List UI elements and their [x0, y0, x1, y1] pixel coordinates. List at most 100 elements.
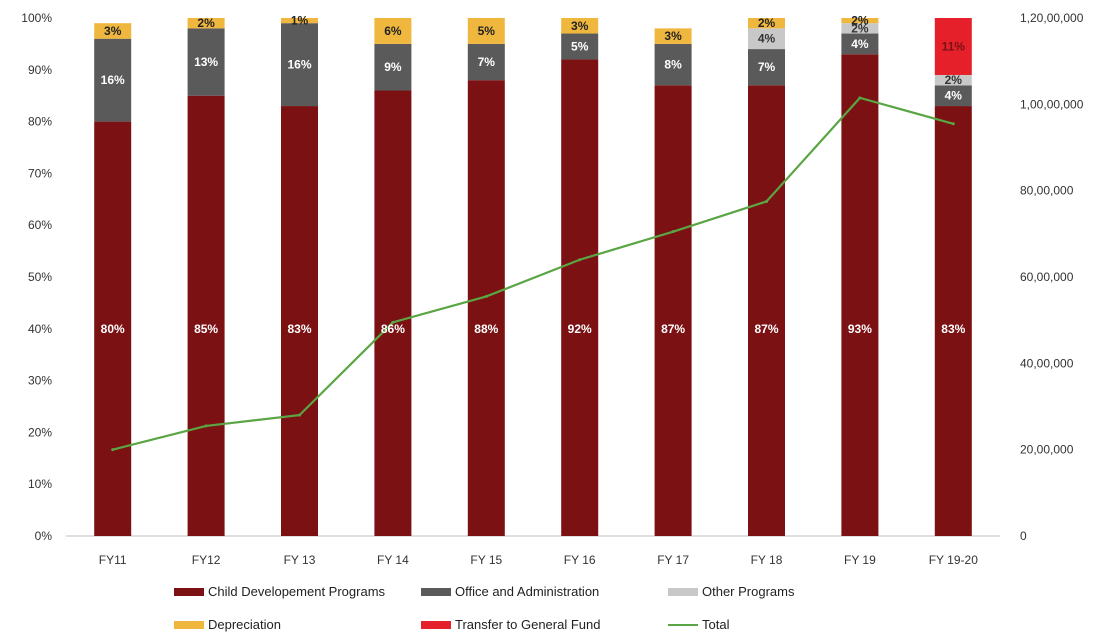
y-left-tick-label: 40%	[28, 322, 52, 336]
data-label: 3%	[664, 29, 682, 43]
y-left-tick-label: 10%	[28, 477, 52, 491]
data-label: 1%	[291, 14, 309, 28]
bar-segment	[748, 18, 785, 29]
total-line-point	[111, 448, 115, 452]
y-right-tick-label: 1,20,00,000	[1020, 11, 1084, 25]
y-right-tick-label: 60,00,000	[1020, 270, 1074, 284]
data-label: 86%	[381, 322, 405, 336]
total-line-point	[298, 413, 301, 417]
total-line-point	[391, 320, 395, 324]
data-label: 7%	[758, 60, 776, 74]
total-line-point	[204, 424, 208, 428]
y-left-tick-label: 60%	[28, 218, 52, 232]
bar-segment	[841, 23, 879, 34]
bar-segment	[94, 23, 132, 39]
bar-segment	[467, 43, 505, 81]
data-label: 13%	[194, 55, 218, 69]
data-label: 7%	[478, 55, 496, 69]
data-label: 2%	[197, 16, 215, 30]
bar-segment	[187, 28, 225, 96]
y-left-tick-label: 80%	[28, 115, 52, 129]
bar-segment	[561, 33, 599, 60]
y-right-tick-label: 1,00,00,000	[1020, 97, 1084, 111]
x-tick-label: FY 14	[377, 553, 409, 567]
data-label: 11%	[942, 39, 966, 53]
data-label: 87%	[661, 322, 685, 336]
bar-segment	[187, 18, 225, 29]
data-label: 4%	[758, 32, 776, 46]
data-label: 4%	[851, 37, 869, 51]
data-label: 93%	[848, 322, 872, 336]
data-label: 3%	[104, 24, 122, 38]
total-line-point	[578, 258, 582, 262]
data-label: 4%	[945, 89, 963, 103]
bar-segment	[374, 18, 412, 44]
bar-segment	[654, 28, 692, 44]
bar-segment	[94, 121, 132, 536]
data-label: 2%	[945, 73, 963, 87]
x-tick-label: FY 16	[564, 553, 596, 567]
bar-segment	[374, 43, 412, 91]
bar-segment	[561, 59, 599, 536]
x-tick-label: FY 15	[470, 553, 502, 567]
y-left-tick-label: 20%	[28, 425, 52, 439]
bar-segment	[934, 106, 972, 536]
data-label: 2%	[851, 14, 869, 28]
bar-segment	[841, 33, 879, 55]
data-label: 83%	[287, 322, 311, 336]
y-left-tick-label: 100%	[21, 11, 52, 25]
data-label: 2%	[758, 16, 776, 30]
y-left-tick-label: 0%	[35, 529, 53, 543]
data-label: 88%	[474, 322, 498, 336]
total-line-layer	[111, 96, 955, 452]
x-tick-label: FY12	[192, 553, 221, 567]
bar-segment	[934, 18, 972, 75]
bar-segment	[934, 74, 972, 86]
data-label: 92%	[568, 322, 592, 336]
bar-segment	[654, 43, 692, 86]
data-label: 85%	[194, 322, 218, 336]
bar-segment	[374, 90, 412, 537]
axes-layer: 0% 10% 20% 30% 40% 50% 60% 70% 80% 90% 100% 0 20,00,…	[21, 11, 1083, 567]
y-left-tick-label: 90%	[28, 63, 52, 77]
labels-layer: 80% 16% 3% 85% 13% 2% 83% 16% 1% 86% 9% 6% 88% 7% 5% 92…	[101, 14, 966, 336]
x-tick-label: FY 17	[657, 553, 689, 567]
bar-segment	[281, 106, 318, 536]
x-tick-label: FY11	[99, 553, 127, 567]
total-line-point	[951, 122, 955, 126]
y-left-tick-label: 30%	[28, 374, 52, 388]
data-label: 5%	[571, 39, 589, 53]
x-tick-label: FY 13	[284, 553, 316, 567]
bar-segment	[748, 28, 785, 50]
bar-segment	[841, 18, 879, 24]
data-label: 2%	[851, 21, 869, 35]
data-label: 8%	[664, 58, 682, 72]
x-tick-label: FY 19	[844, 553, 876, 567]
total-line-point	[484, 294, 488, 298]
data-label: 3%	[571, 19, 589, 33]
bar-segment	[654, 85, 692, 536]
data-label: 87%	[754, 322, 778, 336]
y-left-tick-label: 50%	[28, 270, 52, 284]
bar-segment	[187, 95, 225, 536]
y-right-tick-label: 0	[1020, 529, 1027, 543]
bar-segment	[748, 49, 785, 86]
bars-layer	[94, 18, 972, 537]
bar-segment	[841, 54, 879, 536]
x-tick-label: FY 18	[751, 553, 783, 567]
data-label: 16%	[287, 58, 311, 72]
data-label: 9%	[384, 60, 402, 74]
total-line	[112, 96, 954, 451]
bar-segment	[748, 85, 785, 536]
y-right-tick-label: 40,00,000	[1020, 356, 1074, 370]
y-right-tick-label: 80,00,000	[1020, 184, 1074, 198]
total-line-point	[671, 230, 675, 234]
data-label: 16%	[101, 73, 125, 87]
bar-segment	[281, 18, 318, 24]
data-label: 5%	[478, 24, 496, 38]
bar-segment	[934, 85, 972, 107]
bar-segment	[561, 18, 599, 34]
data-label: 80%	[101, 322, 125, 336]
bar-segment	[281, 23, 318, 107]
